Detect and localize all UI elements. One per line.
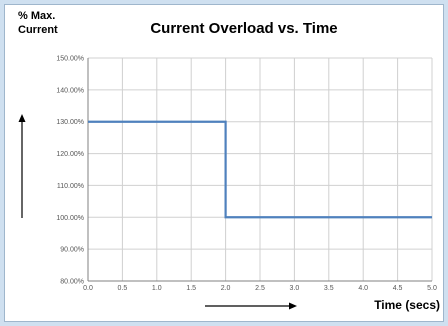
y-tick-label: 120.00% [56,151,84,158]
y-axis-label-line-2: Current [18,24,58,36]
x-tick-label: 2.5 [255,285,265,292]
y-tick-label: 90.00% [60,247,84,254]
y-axis-label-line-1: % Max. [18,10,56,22]
up-arrow-head [18,114,26,122]
y-tick-label: 80.00% [60,279,84,286]
x-tick-label: 1.0 [152,285,162,292]
series-line [88,120,432,219]
right-arrow-head [289,302,297,310]
x-tick-label: 4.0 [358,285,368,292]
x-tick-label: 4.5 [393,285,403,292]
chart-title: Current Overload vs. Time [150,20,338,37]
x-tick-label: 3.5 [324,285,334,292]
y-tick-label: 140.00% [56,87,84,94]
y-tick-label: 100.00% [56,215,84,222]
x-tick-label: 3.0 [290,285,300,292]
x-tick-label: 5.0 [427,285,437,292]
y-tick-label: 150.00% [56,56,84,63]
x-tick-label: 0.0 [83,285,93,292]
x-axis-label: Time (secs) [374,298,440,312]
x-tick-label: 2.0 [221,285,231,292]
y-tick-label: 110.00% [57,183,84,190]
y-tick-label: 130.00% [56,119,84,126]
x-tick-label: 1.5 [186,285,196,292]
y-axis-label: % Max. Current [18,9,58,37]
x-tick-label: 0.5 [118,285,128,292]
chart-frame [4,4,444,322]
